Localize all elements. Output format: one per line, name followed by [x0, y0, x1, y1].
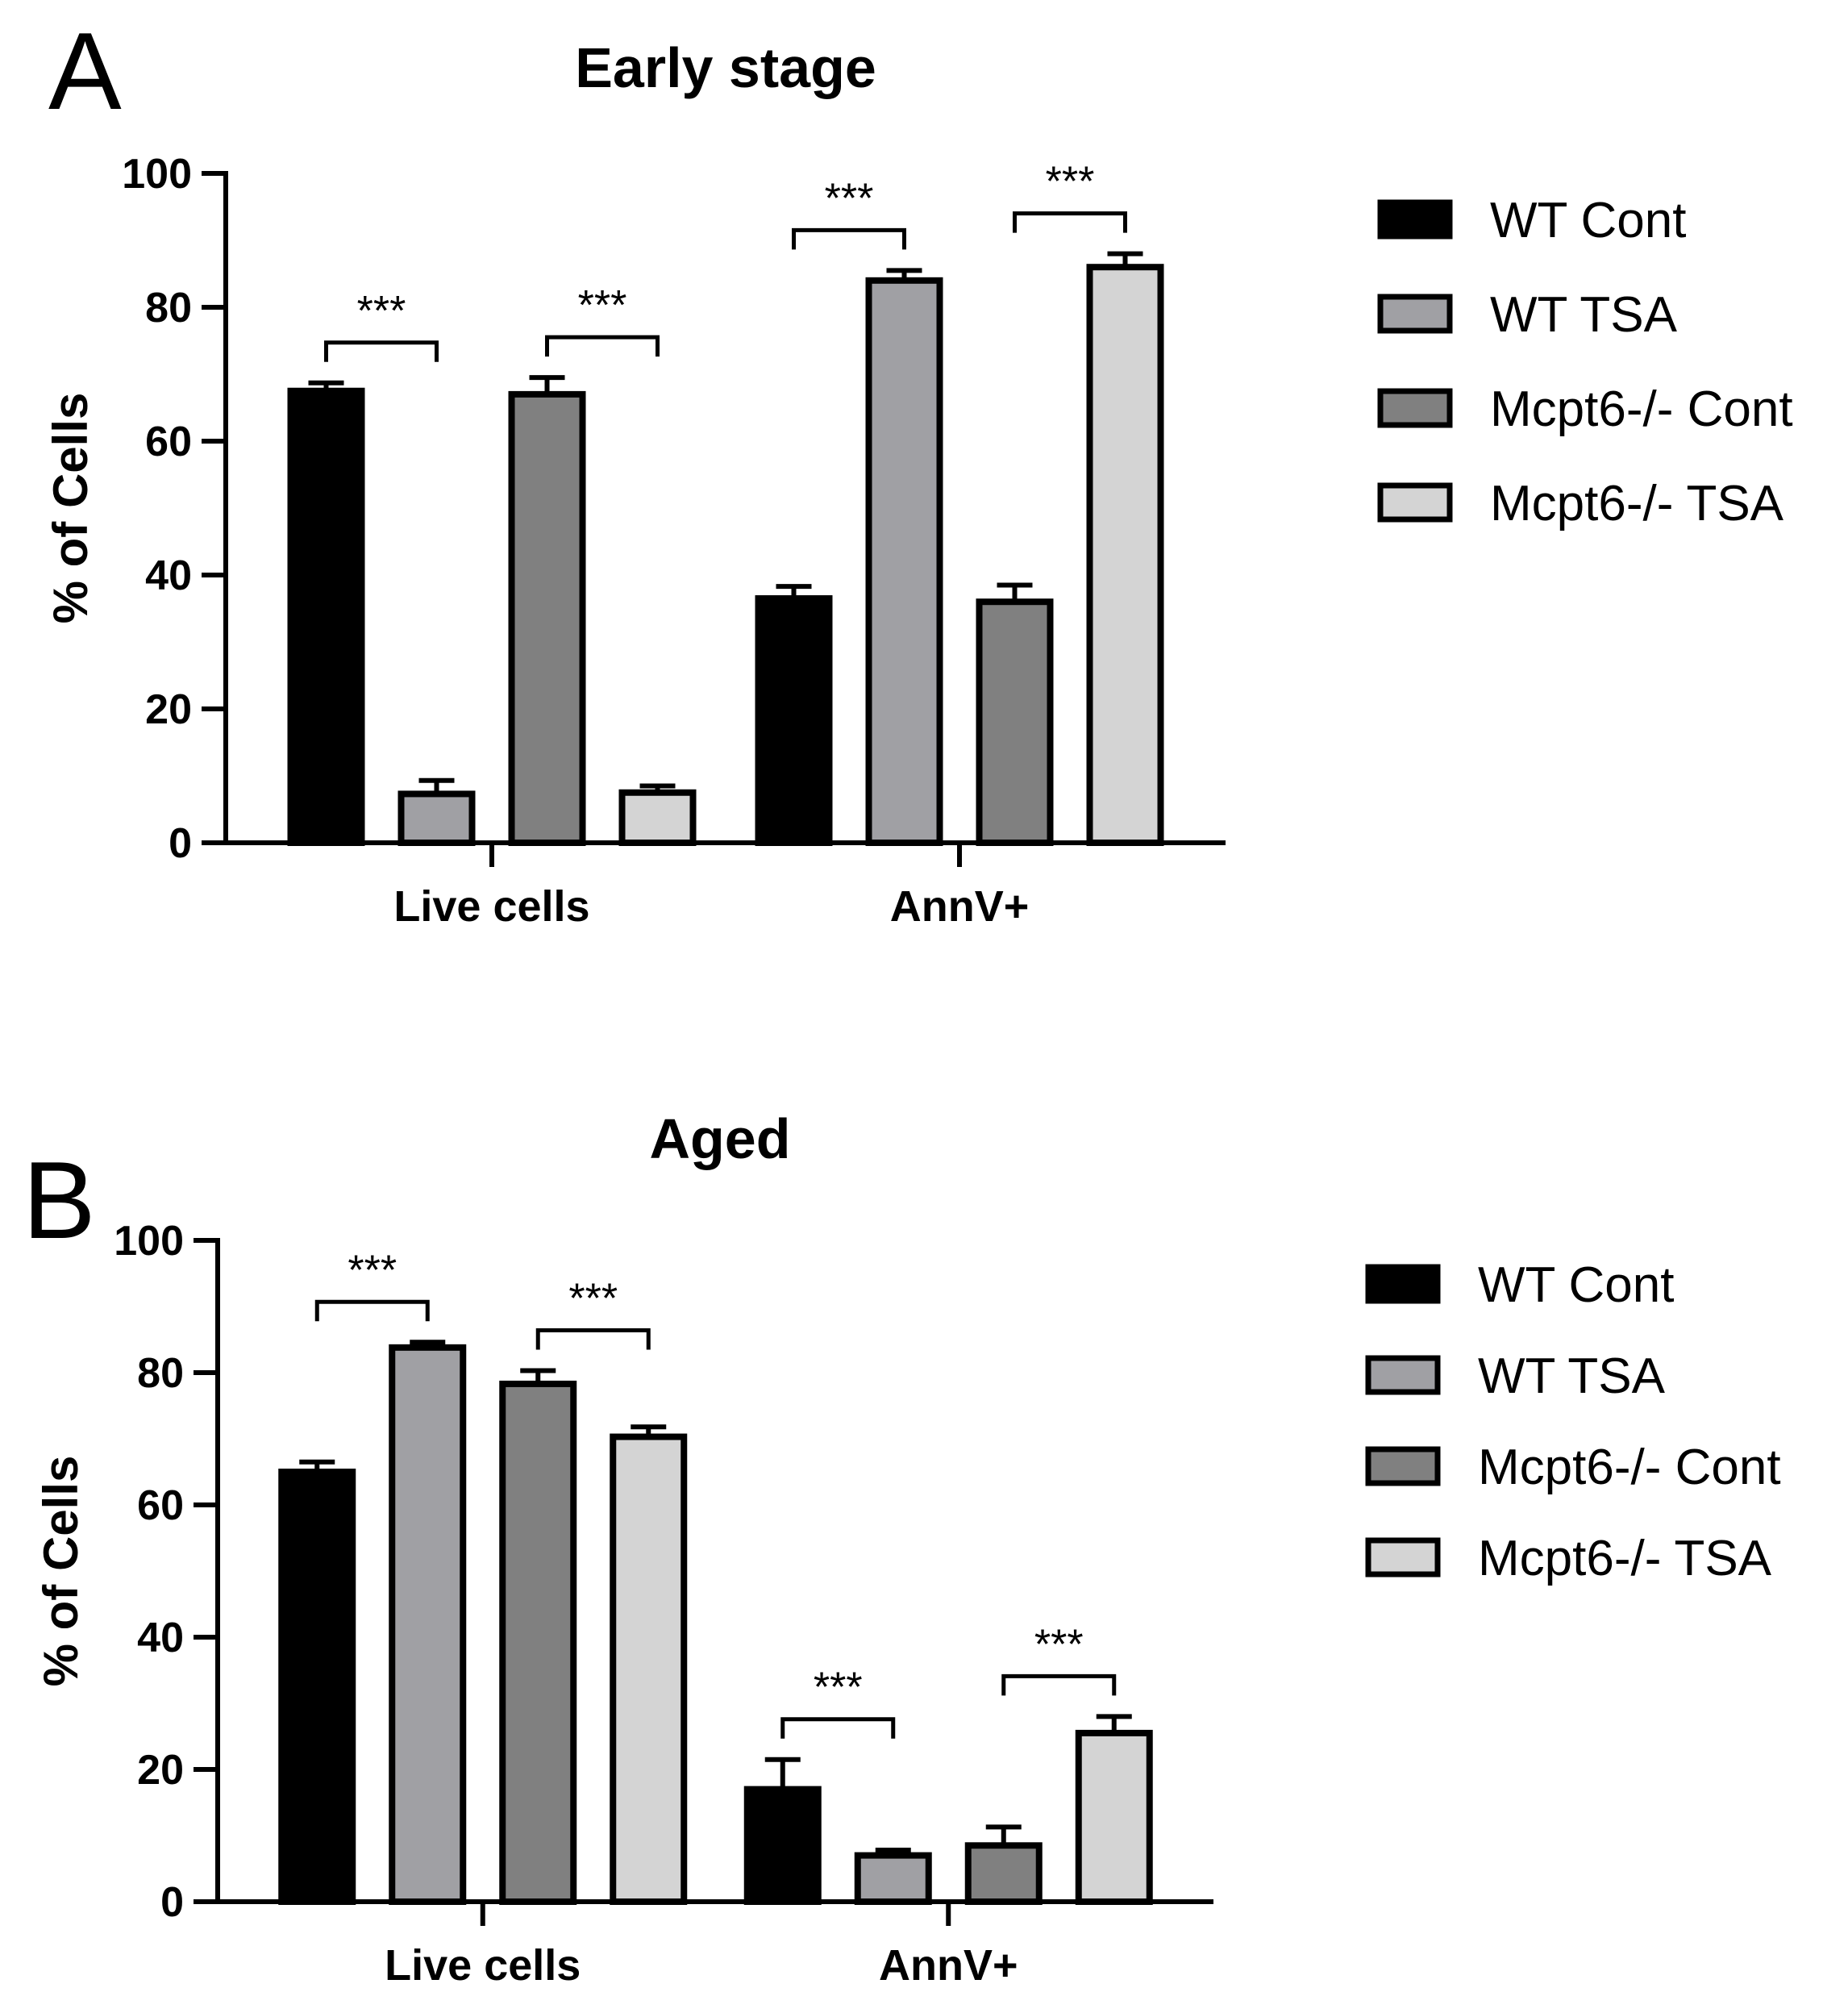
x-tick-label: Live cells [385, 1941, 581, 1990]
significance-label: *** [348, 1247, 397, 1294]
bar [389, 1344, 467, 1905]
chart-title: Aged [650, 1107, 791, 1170]
panel-a: A Early stage % of Cells 0 20 40 60 80 100 Live c… [44, 10, 1793, 931]
significance-bracket [1013, 211, 1127, 233]
bar [964, 1842, 1043, 1906]
significance-bracket [780, 1717, 896, 1739]
y-tick-label: 20 [145, 686, 192, 733]
legend-label: WT TSA [1478, 1348, 1666, 1404]
y-tick-label: 0 [160, 1879, 184, 1926]
legend-label: Mcpt6-/- Cont [1490, 381, 1793, 437]
bar [1086, 264, 1164, 846]
panel-label: B [23, 1139, 96, 1261]
x-tick-label: AnnV+ [890, 882, 1030, 931]
x-tick-label: Live cells [393, 882, 589, 931]
significance-bracket [1001, 1673, 1117, 1696]
y-tick-label: 100 [122, 151, 192, 198]
y-axis-label: % of Cells [34, 1456, 88, 1687]
y-tick-label: 60 [145, 419, 192, 465]
legend-swatch [1365, 1264, 1441, 1304]
bar [397, 790, 476, 846]
bar [854, 1852, 932, 1906]
significance-label: *** [578, 282, 627, 329]
significance-label: *** [1034, 1621, 1084, 1668]
bar [287, 387, 365, 846]
y-tick-label: 0 [169, 820, 192, 867]
chart-title: Early stage [575, 36, 876, 99]
legend-label: Mcpt6-/- TSA [1490, 476, 1784, 531]
significance-label: *** [357, 288, 406, 335]
bar [743, 1786, 822, 1906]
legend-swatch [1377, 199, 1453, 240]
y-tick-label: 40 [145, 552, 192, 599]
bar [618, 789, 697, 846]
y-tick-label: 80 [137, 1350, 184, 1397]
bar [278, 1469, 356, 1905]
significance-bracket [545, 335, 660, 357]
significance-bracket [792, 227, 906, 250]
y-tick-label: 80 [145, 285, 192, 331]
y-tick-label: 40 [137, 1615, 184, 1661]
significance-bracket [324, 340, 439, 362]
bar [610, 1433, 688, 1906]
x-tick-label: AnnV+ [879, 1941, 1018, 1990]
legend-label: WT TSA [1490, 287, 1678, 343]
bar [508, 390, 586, 846]
legend-swatch [1365, 1355, 1441, 1395]
legend-swatch [1365, 1446, 1441, 1486]
legend-label: WT Cont [1478, 1257, 1674, 1313]
legend-swatch [1377, 388, 1453, 428]
legend-swatch [1365, 1537, 1441, 1577]
significance-label: *** [1046, 159, 1095, 206]
significance-label: *** [825, 175, 874, 222]
bar [976, 598, 1054, 846]
y-tick-label: 60 [137, 1482, 184, 1529]
legend-swatch [1377, 482, 1453, 523]
significance-bracket [314, 1299, 430, 1322]
legend-label: Mcpt6-/- Cont [1478, 1440, 1781, 1495]
bar [755, 595, 833, 846]
panel-b: B Aged % of Cells 0 20 40 60 80 100 Live cells Ann… [23, 1107, 1781, 1990]
y-tick-label: 20 [137, 1747, 184, 1794]
bar [865, 277, 943, 846]
panel-label: A [48, 10, 122, 132]
legend-label: WT Cont [1490, 193, 1686, 248]
significance-label: *** [814, 1665, 863, 1711]
legend-label: Mcpt6-/- TSA [1478, 1531, 1772, 1586]
significance-label: *** [568, 1276, 618, 1323]
y-axis-label: % of Cells [44, 393, 98, 624]
significance-bracket [535, 1328, 651, 1350]
legend-swatch [1377, 294, 1453, 334]
bar [1075, 1729, 1153, 1905]
bar [499, 1380, 577, 1905]
y-tick-label: 100 [114, 1218, 184, 1265]
